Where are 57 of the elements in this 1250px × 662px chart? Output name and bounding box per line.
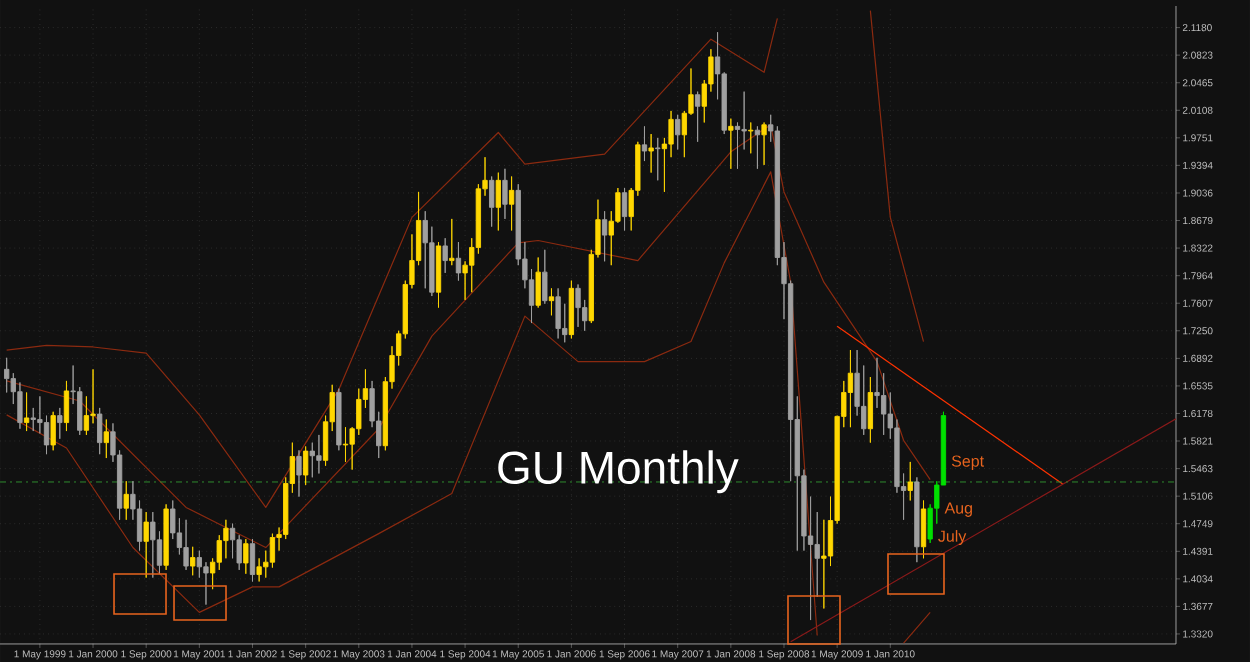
candlestick	[542, 249, 548, 305]
candlestick	[442, 237, 448, 274]
candlestick	[914, 476, 920, 563]
candlestick	[847, 349, 854, 428]
candlestick	[123, 480, 129, 521]
candlestick	[63, 380, 70, 432]
candlestick	[422, 210, 428, 289]
candlestick	[555, 287, 561, 339]
candlestick	[761, 122, 767, 166]
candlestick	[435, 241, 442, 309]
candlestick	[449, 218, 455, 266]
candlestick	[296, 449, 302, 498]
candlestick	[655, 137, 661, 181]
candlestick	[867, 376, 874, 444]
candlestick	[243, 538, 249, 575]
text: GU Monthly	[498, 450, 739, 494]
candlestick	[495, 172, 501, 231]
candlestick	[694, 91, 701, 143]
candlestick	[907, 461, 913, 501]
candlestick	[316, 434, 322, 474]
candlestick	[97, 407, 103, 455]
candlestick	[256, 557, 262, 582]
line-series	[6, 124, 931, 549]
candlestick	[57, 407, 63, 440]
candlestick	[190, 546, 196, 576]
candlestick	[675, 114, 681, 150]
candlestick	[920, 500, 927, 559]
candlestick	[489, 176, 495, 228]
candlestick	[103, 419, 109, 459]
candlestick	[183, 519, 189, 571]
candlestick	[621, 187, 628, 231]
candlestick	[641, 125, 648, 162]
candlestick	[455, 241, 462, 282]
candlestick	[568, 280, 575, 339]
candlestick	[754, 125, 761, 170]
candlestick	[748, 122, 754, 154]
candlestick	[143, 511, 149, 579]
candlestick	[249, 538, 256, 582]
annotation: Aug	[944, 502, 972, 517]
candlestick	[163, 503, 169, 571]
candlestick	[728, 118, 734, 170]
candlestick	[342, 426, 349, 463]
candlestick	[575, 284, 581, 328]
candlestick	[648, 133, 654, 174]
candlestick	[23, 392, 30, 432]
candlestick	[548, 287, 555, 316]
candlestick	[502, 168, 508, 220]
candlestick	[309, 442, 315, 478]
candlestick	[336, 388, 342, 451]
annotation: July	[938, 530, 967, 545]
annotation: Sept	[951, 455, 984, 470]
candlestick	[150, 511, 156, 579]
candlestick	[601, 210, 608, 262]
candlestick	[535, 257, 541, 309]
candlestick	[508, 176, 515, 231]
candlestick	[50, 411, 56, 451]
candlestick	[303, 446, 309, 486]
